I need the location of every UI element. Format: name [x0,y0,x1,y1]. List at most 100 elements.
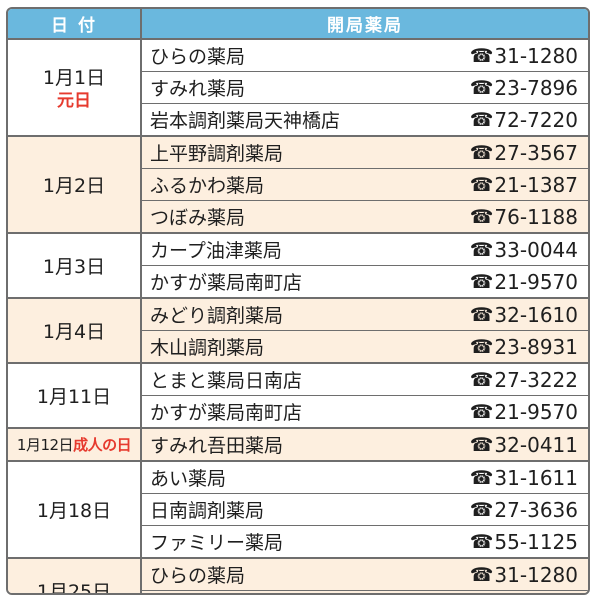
schedule-row: 1月25日 ひらの薬局 ☎ 31-1280 [8,558,588,593]
schedule-row: かすが薬局南町店 ☎ 21-9570 [8,395,588,429]
schedule-row: 1月12日成人の日 すみれ吾田薬局 ☎ 32-0411 [8,428,588,462]
pharmacy-entry: 上平野調剤薬局 ☎ 27-3567 [142,137,588,168]
pharmacy-name: ひらの薬局 [150,46,246,68]
phone-number: ☎ 32-1610 [470,303,578,327]
date-cell: 1月18日 [8,461,142,559]
date-label: 1月25日 [36,581,112,595]
telephone-icon: ☎ [469,466,494,489]
phone-number: ☎31-0165 [470,595,578,596]
telephone-icon: ☎ [469,335,494,358]
phone-number: ☎ 55-1125 [470,530,578,554]
telephone-icon: ☎ [469,173,494,196]
pharmacy-cell: 岩本調剤薬局天神橋店 ☎ 72-7220 [141,103,588,137]
date-cell: 1月12日成人の日 [8,428,142,462]
schedule-row: 日南調剤薬局 ☎ 27-3636 [8,493,588,526]
pharmacy-entry: ひらの薬局 ☎ 31-1280 [142,40,588,71]
phone-number-text: 32-0411 [494,432,578,457]
date-cell: 1月1日 元日 [8,39,142,137]
telephone-icon: ☎ [469,433,494,456]
telephone-icon: ☎ [469,303,494,326]
phone-number-text: 23-8931 [494,334,578,359]
schedule-row: ふるかわ薬局 ☎ 21-1387 [8,168,588,201]
phone-number-text: 76-1188 [494,204,578,229]
date-column-header: 日 付 [8,9,142,40]
phone-number: ☎ 21-1387 [470,173,578,197]
phone-number-text: 33-0044 [494,237,578,262]
pharmacy-entry: かすが薬局南町店 ☎ 21-9570 [142,396,588,427]
phone-number: ☎ 76-1188 [470,205,578,229]
schedule-row: 1月1日 元日 ひらの薬局 ☎ 31-1280 [8,39,588,137]
phone-number: ☎ 32-0411 [470,433,578,457]
pharmacy-cell: とまと薬局日南店 ☎ 27-3222 [141,363,588,396]
pharmacy-column-header: 開局薬局 [141,9,588,40]
telephone-icon: ☎ [469,368,494,391]
pharmacy-entry: とまと薬局日南店 ☎ 27-3222 [142,364,588,395]
schedule-row: みなみ薬局 ☎31-0165 [8,590,588,596]
pharmacy-entry: カープ油津薬局 ☎ 33-0044 [142,234,588,265]
pharmacy-name: つぼみ薬局 [150,207,246,229]
phone-number-text: 21-9570 [494,269,578,294]
phone-number-text: 55-1125 [494,529,578,554]
schedule-row: 岩本調剤薬局天神橋店 ☎ 72-7220 [8,103,588,137]
schedule-row: 1月18日 あい薬局 ☎ 31-1611 [8,461,588,559]
schedule-row: すみれ薬局 ☎ 23-7896 [8,71,588,104]
phone-number-text: 31-0165 [494,595,578,596]
phone-number-text: 31-1280 [494,43,578,68]
phone-number: ☎ 31-1280 [470,563,578,587]
pharmacy-entry: 日南調剤薬局 ☎ 27-3636 [142,494,588,525]
date-cell: 1月3日 [8,233,142,299]
phone-number: ☎ 21-9570 [470,400,578,424]
phone-number-text: 31-1611 [494,465,578,490]
pharmacy-entry: 木山調剤薬局 ☎ 23-8931 [142,331,588,362]
date-cell: 1月25日 [8,558,142,595]
pharmacy-cell: かすが薬局南町店 ☎ 21-9570 [141,265,588,299]
telephone-icon: ☎ [469,44,494,67]
pharmacy-cell: つぼみ薬局 ☎ 76-1188 [141,200,588,234]
phone-number: ☎ 23-7896 [470,76,578,100]
phone-number: ☎ 31-1280 [470,44,578,68]
phone-number-text: 27-3567 [494,140,578,165]
pharmacy-entry: あい薬局 ☎ 31-1611 [142,462,588,493]
pharmacy-name: 上平野調剤薬局 [150,143,284,165]
pharmacy-entry: すみれ吾田薬局 ☎ 32-0411 [142,429,588,460]
phone-number-text: 27-3636 [494,497,578,522]
phone-number-text: 27-3222 [494,367,578,392]
date-label: 1月12日 [16,436,74,454]
telephone-icon: ☎ [469,498,494,521]
telephone-icon: ☎ [469,530,494,553]
pharmacy-name: みなみ薬局 [150,593,245,595]
pharmacy-name: 木山調剤薬局 [150,337,265,359]
date-label: 1月18日 [36,500,112,522]
pharmacy-cell: ひらの薬局 ☎ 31-1280 [141,558,588,591]
pharmacy-cell: 日南調剤薬局 ☎ 27-3636 [141,493,588,526]
pharmacy-entry: つぼみ薬局 ☎ 76-1188 [142,201,588,232]
telephone-icon: ☎ [469,563,494,586]
phone-number-text: 32-1610 [494,302,578,327]
date-label: 1月1日 [42,67,106,89]
pharmacy-cell: みなみ薬局 ☎31-0165 [141,590,588,596]
pharmacy-name: 日南調剤薬局 [150,500,265,522]
telephone-icon: ☎ [469,205,494,228]
phone-number-text: 31-1280 [494,562,578,587]
pharmacy-cell: カープ油津薬局 ☎ 33-0044 [141,233,588,266]
date-cell: 1月11日 [8,363,142,429]
pharmacy-cell: あい薬局 ☎ 31-1611 [141,461,588,494]
telephone-icon: ☎ [469,238,494,261]
schedule-row: 1月2日 上平野調剤薬局 ☎ 27-3567 [8,136,588,234]
date-label: 1月2日 [42,175,106,197]
phone-number: ☎ 27-3636 [470,498,578,522]
telephone-icon: ☎ [469,76,494,99]
pharmacy-schedule-table: 日 付 開局薬局 1月1日 元日 ひらの薬局 ☎ 31-1280 すみれ薬局 ☎ 23-789… [8,9,588,596]
phone-number-text: 21-9570 [494,399,578,424]
date-label: 1月11日 [36,386,112,408]
pharmacy-name: すみれ薬局 [150,78,246,100]
pharmacy-entry: 岩本調剤薬局天神橋店 ☎ 72-7220 [142,104,588,135]
pharmacy-entry: みなみ薬局 ☎31-0165 [142,591,588,596]
pharmacy-name: 岩本調剤薬局天神橋店 [150,110,341,132]
telephone-icon: ☎ [469,270,494,293]
pharmacy-entry: ファミリー薬局 ☎ 55-1125 [142,526,588,557]
phone-number: ☎ 27-3222 [470,368,578,392]
pharmacy-name: カープ油津薬局 [150,240,282,262]
date-label: 1月3日 [42,256,106,278]
phone-number-text: 21-1387 [494,172,578,197]
